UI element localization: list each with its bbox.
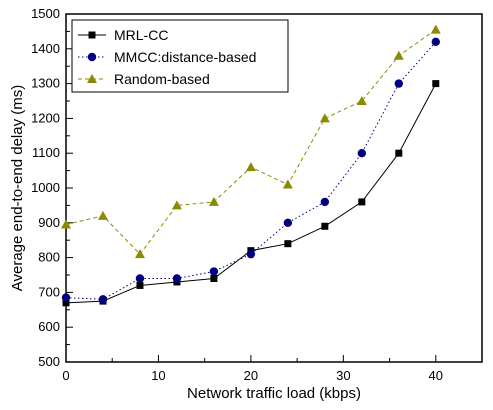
x-tick-label: 20 — [244, 368, 258, 383]
data-point — [431, 37, 440, 47]
y-tick-label: 1200 — [31, 110, 60, 125]
data-point — [208, 196, 219, 206]
data-point — [282, 179, 293, 189]
x-tick-label: 40 — [429, 368, 443, 383]
y-tick-label: 800 — [38, 250, 60, 265]
series-circle — [61, 37, 440, 304]
y-tick-label: 1100 — [32, 145, 60, 160]
data-point — [283, 218, 293, 227]
data-point — [245, 162, 256, 172]
data-point — [172, 274, 182, 283]
y-tick-label: 1500 — [31, 6, 60, 21]
data-point — [319, 113, 330, 123]
data-point — [61, 293, 71, 302]
data-point — [61, 219, 71, 229]
legend-marker — [87, 52, 97, 62]
data-point — [284, 240, 292, 248]
data-point — [98, 295, 108, 304]
y-axis-title: Average end-to-end delay (ms) — [9, 85, 26, 292]
y-tick-label: 700 — [38, 284, 60, 299]
data-point — [357, 149, 367, 158]
data-point — [320, 197, 330, 207]
data-point — [321, 222, 329, 230]
legend-label: Random-based — [114, 71, 210, 87]
data-point — [171, 200, 182, 210]
y-tick-label: 1000 — [31, 180, 60, 195]
data-point — [358, 198, 366, 206]
data-point — [395, 149, 403, 157]
data-point — [134, 249, 145, 259]
data-point — [135, 274, 145, 283]
legend-box — [71, 19, 289, 93]
x-tick-label: 10 — [151, 368, 165, 383]
data-point — [356, 96, 367, 105]
data-point — [209, 267, 219, 276]
axis-ticks: 0 10 20 30 40 500 600 700 800 900 1000 1100 1200 1300… — [31, 6, 443, 383]
y-tick-label: 900 — [38, 215, 60, 230]
data-point — [393, 50, 404, 60]
legend: MRL-CC MMCC:distance-based Random-based — [71, 19, 289, 93]
legend-marker — [88, 31, 96, 39]
y-tick-label: 1300 — [31, 76, 60, 91]
series-line — [65, 41, 437, 300]
data-point — [430, 24, 441, 34]
y-tick-label: 500 — [38, 354, 60, 369]
data-point — [246, 249, 256, 259]
data-point — [432, 80, 440, 88]
data-point — [97, 210, 108, 220]
x-tick-label: 0 — [62, 368, 69, 383]
legend-label: MMCC:distance-based — [114, 49, 256, 65]
legend-marker — [87, 74, 97, 83]
data-point — [394, 79, 403, 88]
data-point — [62, 299, 70, 307]
series-group — [61, 24, 441, 307]
legend-label: MRL-CC — [114, 27, 168, 43]
x-axis-title: Network traffic load (kbps) — [187, 385, 361, 402]
series-triangle — [61, 24, 441, 259]
data-point — [210, 274, 218, 282]
y-tick-label: 600 — [38, 319, 60, 334]
series-square — [62, 80, 440, 307]
x-tick-label: 30 — [336, 368, 350, 383]
y-tick-label: 1400 — [31, 41, 60, 56]
data-point — [136, 281, 144, 289]
series-line — [65, 83, 437, 304]
